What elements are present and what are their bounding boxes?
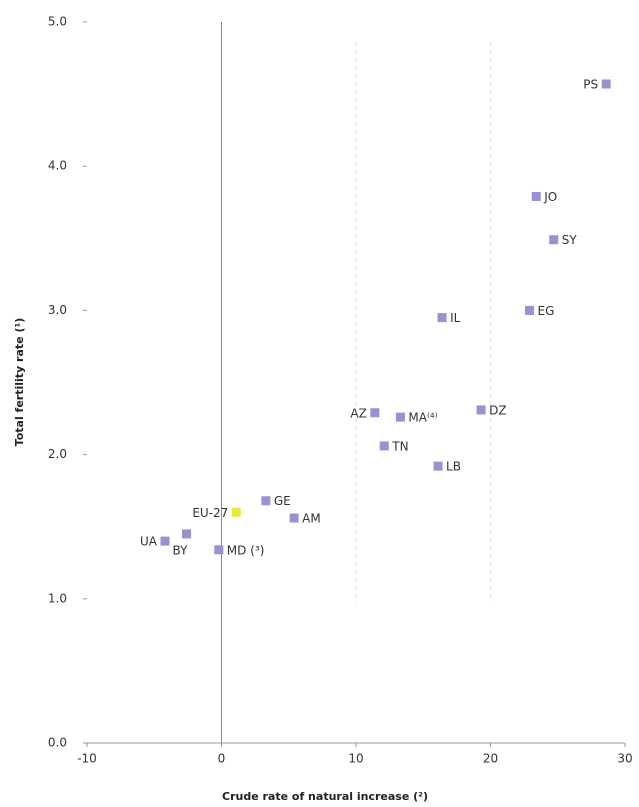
y-tick-label: 2.0	[48, 447, 67, 461]
y-axis-title: Total fertility rate (¹)	[13, 318, 26, 447]
point-label: LB	[446, 460, 461, 474]
x-tick-label: 30	[617, 752, 632, 766]
y-tick-label: 1.0	[48, 591, 67, 605]
point-label: GE	[274, 494, 291, 508]
point-label: AZ	[350, 406, 366, 420]
point	[525, 305, 535, 315]
point	[601, 79, 611, 89]
point-label: PS	[583, 78, 598, 92]
point-label: MA⁽⁴⁾	[408, 411, 437, 425]
point-label: TN	[391, 439, 408, 453]
point	[370, 408, 380, 418]
point	[476, 405, 486, 415]
x-tick-label: 0	[218, 752, 226, 766]
point	[289, 513, 299, 523]
point-label: EG	[538, 304, 555, 318]
point	[231, 507, 241, 517]
y-tick-label: 4.0	[48, 159, 67, 173]
y-tick-label: 3.0	[48, 303, 67, 317]
point-label: IL	[450, 311, 461, 325]
point	[160, 536, 170, 546]
x-axis-title: Crude rate of natural increase (²)	[222, 790, 428, 803]
point-label: UA	[140, 535, 158, 549]
x-tick-label: 20	[483, 752, 498, 766]
x-tick-label: 10	[348, 752, 363, 766]
point-label: MD (³)	[227, 543, 265, 557]
y-tick-label: 0.0	[48, 736, 67, 750]
point	[379, 441, 389, 451]
x-tick-label: -10	[77, 752, 97, 766]
point	[182, 529, 192, 539]
point	[261, 496, 271, 506]
point	[549, 235, 559, 245]
point	[531, 191, 541, 201]
point	[395, 412, 405, 422]
point	[437, 313, 447, 323]
y-tick-label: 5.0	[48, 15, 67, 29]
point	[433, 461, 443, 471]
point-label: JO	[543, 190, 557, 204]
point-label: BY	[173, 543, 189, 557]
point-label: AM	[302, 512, 321, 526]
point	[214, 545, 224, 555]
point-label: EU-27	[192, 506, 228, 520]
point-label: SY	[562, 233, 578, 247]
point-label: DZ	[489, 403, 506, 417]
